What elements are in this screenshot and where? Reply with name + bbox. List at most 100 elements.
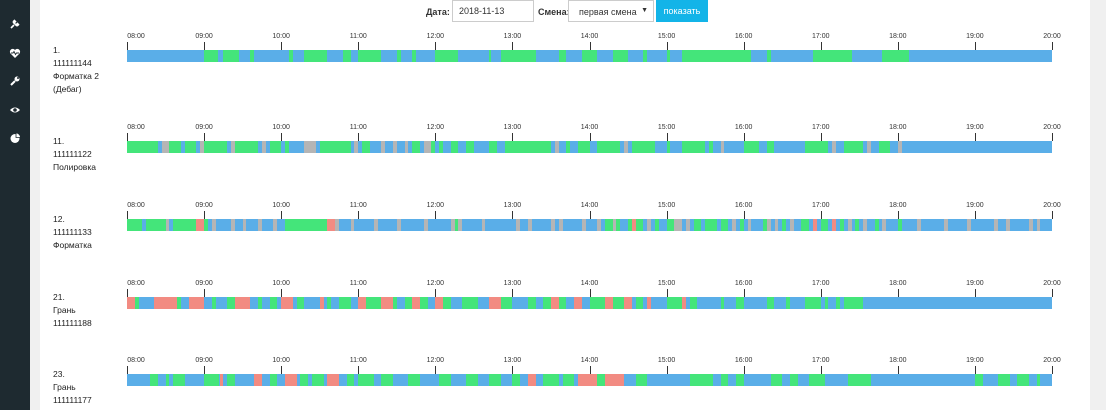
status-segment-alarm[interactable] xyxy=(381,297,393,309)
status-segment-off[interactable] xyxy=(944,219,948,231)
status-segment-work[interactable] xyxy=(682,141,706,153)
status-segment-off[interactable] xyxy=(211,219,216,231)
status-segment-work[interactable] xyxy=(604,219,613,231)
status-segment-off[interactable] xyxy=(404,141,409,153)
status-segment-work[interactable] xyxy=(500,50,536,62)
shift-select[interactable]: первая смена ▼ xyxy=(568,0,654,22)
status-segment-off[interactable] xyxy=(597,219,602,231)
status-segment-work[interactable] xyxy=(435,50,459,62)
status-segment-off[interactable] xyxy=(481,219,486,231)
status-segment-work[interactable] xyxy=(327,297,332,309)
status-segment-work[interactable] xyxy=(635,374,648,386)
status-segment-alarm[interactable] xyxy=(489,297,501,309)
status-segment-off[interactable] xyxy=(458,219,463,231)
status-segment-work[interactable] xyxy=(820,219,829,231)
status-segment-off[interactable] xyxy=(624,141,629,153)
pie-chart-icon[interactable] xyxy=(7,130,23,146)
status-segment-work[interactable] xyxy=(466,374,478,386)
status-segment-work[interactable] xyxy=(635,297,644,309)
status-timeline-bar[interactable] xyxy=(127,141,1052,153)
status-segment-work[interactable] xyxy=(1017,374,1029,386)
eye-icon[interactable] xyxy=(7,102,23,118)
status-segment-work[interactable] xyxy=(450,141,459,153)
status-segment-work[interactable] xyxy=(296,297,305,309)
status-segment-work[interactable] xyxy=(693,219,702,231)
status-segment-off[interactable] xyxy=(165,219,170,231)
status-segment-work[interactable] xyxy=(431,141,436,153)
status-segment-work[interactable] xyxy=(146,219,166,231)
status-segment-work[interactable] xyxy=(285,219,328,231)
status-segment-work[interactable] xyxy=(766,50,771,62)
wrench-icon[interactable] xyxy=(7,73,23,89)
status-segment-alarm[interactable] xyxy=(647,297,652,309)
plug-icon[interactable] xyxy=(7,16,23,32)
status-segment-work[interactable] xyxy=(635,219,644,231)
status-timeline-bar[interactable] xyxy=(127,219,1052,231)
status-segment-work[interactable] xyxy=(285,141,289,153)
status-segment-work[interactable] xyxy=(589,297,605,309)
status-segment-work[interactable] xyxy=(250,50,255,62)
status-segment-off[interactable] xyxy=(789,219,794,231)
status-segment-alarm[interactable] xyxy=(234,297,251,309)
status-segment-work[interactable] xyxy=(489,50,491,62)
status-segment-work[interactable] xyxy=(577,141,590,153)
status-segment-work[interactable] xyxy=(527,297,536,309)
status-segment-work[interactable] xyxy=(708,141,713,153)
status-segment-work[interactable] xyxy=(720,297,725,309)
status-segment-work[interactable] xyxy=(836,297,840,309)
status-segment-work[interactable] xyxy=(412,141,420,153)
status-segment-work[interactable] xyxy=(439,141,444,153)
status-segment-work[interactable] xyxy=(998,374,1010,386)
status-segment-work[interactable] xyxy=(1036,374,1041,386)
status-segment-off[interactable] xyxy=(847,219,852,231)
status-segment-alarm[interactable] xyxy=(153,297,178,309)
status-segment-work[interactable] xyxy=(581,50,598,62)
status-segment-work[interactable] xyxy=(454,219,459,231)
status-segment-work[interactable] xyxy=(813,50,852,62)
status-segment-work[interactable] xyxy=(358,50,382,62)
status-segment-work[interactable] xyxy=(855,219,860,231)
status-segment-work[interactable] xyxy=(666,219,675,231)
status-segment-alarm[interactable] xyxy=(574,297,582,309)
status-segment-off[interactable] xyxy=(581,219,586,231)
status-segment-work[interactable] xyxy=(319,141,351,153)
status-segment-work[interactable] xyxy=(720,219,729,231)
status-segment-off[interactable] xyxy=(392,141,397,153)
status-segment-off[interactable] xyxy=(200,141,205,153)
status-segment-work[interactable] xyxy=(612,50,629,62)
status-segment-work[interactable] xyxy=(150,374,158,386)
status-segment-work[interactable] xyxy=(304,50,328,62)
status-segment-work[interactable] xyxy=(705,219,717,231)
status-segment-work[interactable] xyxy=(512,374,521,386)
status-segment-off[interactable] xyxy=(450,219,455,231)
status-segment-work[interactable] xyxy=(735,374,744,386)
status-segment-work[interactable] xyxy=(689,297,698,309)
status-segment-work[interactable] xyxy=(801,219,810,231)
status-segment-alarm[interactable] xyxy=(219,374,224,386)
status-segment-off[interactable] xyxy=(863,219,867,231)
status-segment-work[interactable] xyxy=(720,374,729,386)
status-segment-off[interactable] xyxy=(674,219,682,231)
status-segment-alarm[interactable] xyxy=(527,374,536,386)
status-segment-work[interactable] xyxy=(843,141,864,153)
status-segment-work[interactable] xyxy=(184,141,197,153)
status-segment-work[interactable] xyxy=(504,141,551,153)
status-segment-work[interactable] xyxy=(789,374,798,386)
status-segment-work[interactable] xyxy=(300,374,309,386)
status-segment-alarm[interactable] xyxy=(813,219,817,231)
status-segment-work[interactable] xyxy=(543,297,551,309)
date-input[interactable] xyxy=(452,0,534,22)
status-segment-work[interactable] xyxy=(882,50,910,62)
status-segment-alarm[interactable] xyxy=(604,297,613,309)
status-segment-off[interactable] xyxy=(261,141,266,153)
status-segment-work[interactable] xyxy=(204,374,220,386)
status-segment-work[interactable] xyxy=(631,141,656,153)
status-segment-work[interactable] xyxy=(689,374,713,386)
status-segment-alarm[interactable] xyxy=(550,297,559,309)
status-segment-alarm[interactable] xyxy=(285,374,297,386)
status-segment-off[interactable] xyxy=(242,219,247,231)
status-segment-work[interactable] xyxy=(165,374,170,386)
status-segment-work[interactable] xyxy=(489,141,497,153)
status-segment-off[interactable] xyxy=(766,219,771,231)
status-segment-work[interactable] xyxy=(878,141,891,153)
